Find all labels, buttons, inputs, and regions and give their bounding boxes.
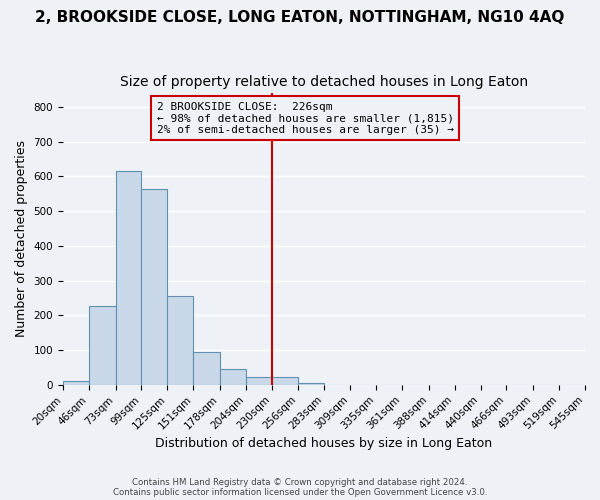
Bar [116, 172, 142, 385]
Text: Contains HM Land Registry data © Crown copyright and database right 2024.
Contai: Contains HM Land Registry data © Crown c… [113, 478, 487, 497]
Bar [193, 352, 220, 385]
X-axis label: Distribution of detached houses by size in Long Eaton: Distribution of detached houses by size … [155, 437, 493, 450]
Title: Size of property relative to detached houses in Long Eaton: Size of property relative to detached ho… [120, 75, 528, 89]
Bar [298, 383, 325, 385]
Bar [246, 377, 272, 385]
Bar [272, 377, 298, 385]
Bar [220, 368, 246, 385]
Bar [89, 306, 116, 385]
Text: 2, BROOKSIDE CLOSE, LONG EATON, NOTTINGHAM, NG10 4AQ: 2, BROOKSIDE CLOSE, LONG EATON, NOTTINGH… [35, 10, 565, 25]
Y-axis label: Number of detached properties: Number of detached properties [15, 140, 28, 338]
Bar [142, 189, 167, 385]
Text: 2 BROOKSIDE CLOSE:  226sqm
← 98% of detached houses are smaller (1,815)
2% of se: 2 BROOKSIDE CLOSE: 226sqm ← 98% of detac… [157, 102, 454, 135]
Bar [167, 296, 193, 385]
Bar [63, 382, 89, 385]
